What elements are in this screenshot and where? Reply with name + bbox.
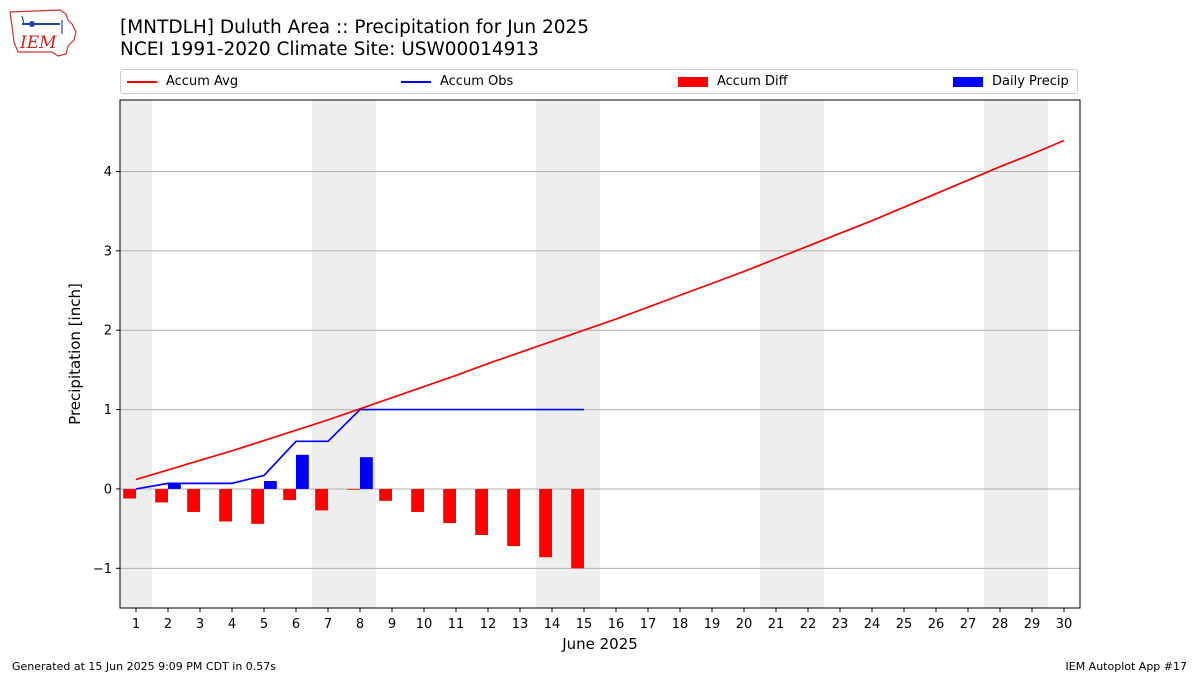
line-accum-avg <box>135 139 1065 481</box>
weekend-band-day-8 <box>344 100 376 608</box>
xtick-label-29: 29 <box>1024 617 1041 632</box>
legend-item-accum-diff: Accum Diff <box>678 70 788 93</box>
legend-swatch-accum-avg <box>127 80 157 83</box>
legend-swatch-accum-obs <box>401 80 431 83</box>
xtick-label-30: 30 <box>1056 617 1073 632</box>
xtick-label-23: 23 <box>832 617 849 632</box>
legend-item-accum-obs: Accum Obs <box>401 70 513 93</box>
footer-generated: Generated at 15 Jun 2025 9:09 PM CDT in … <box>12 660 277 673</box>
legend-item-accum-avg: Accum Avg <box>127 70 238 93</box>
xtick-label-21: 21 <box>768 617 785 632</box>
xtick-label-28: 28 <box>992 617 1009 632</box>
weekend-band-day-22 <box>792 100 824 608</box>
xtick-label-12: 12 <box>480 617 497 632</box>
bar-accum-diff-day-1 <box>123 488 136 499</box>
xtick-label-18: 18 <box>672 617 689 632</box>
legend-label-accum-obs: Accum Obs <box>440 74 514 89</box>
xtick-label-19: 19 <box>704 617 721 632</box>
y-axis-label: Precipitation [inch] <box>66 283 84 425</box>
bar-accum-diff-day-10 <box>411 488 424 512</box>
xtick-label-3: 3 <box>196 617 204 632</box>
ytick-label-4: 4 <box>104 165 112 180</box>
x-axis-label: June 2025 <box>561 635 638 653</box>
ytick-label-1: 1 <box>104 403 112 418</box>
ytick-label-3: 3 <box>104 244 112 259</box>
bar-accum-diff-day-8 <box>347 488 360 490</box>
bar-daily-precip-day-8 <box>360 457 373 489</box>
legend-label-accum-avg: Accum Avg <box>166 74 239 89</box>
weekend-band-day-1 <box>120 100 152 608</box>
xtick-label-26: 26 <box>928 617 945 632</box>
bar-accum-diff-day-4 <box>219 488 232 522</box>
xtick-label-9: 9 <box>388 617 396 632</box>
plot-frame <box>119 99 1081 609</box>
ytick-label-2: 2 <box>104 324 112 339</box>
bar-daily-precip-day-5 <box>264 481 277 489</box>
xtick-label-22: 22 <box>800 617 817 632</box>
weekend-band-day-28 <box>984 100 1016 608</box>
weekend-band-day-29 <box>1016 100 1048 608</box>
xtick-label-8: 8 <box>356 617 364 632</box>
xtick-label-6: 6 <box>292 617 300 632</box>
logo-text: IEM <box>19 33 57 53</box>
xtick-label-10: 10 <box>416 617 433 632</box>
bar-accum-diff-day-9 <box>379 488 392 501</box>
xtick-label-17: 17 <box>640 617 657 632</box>
xtick-label-25: 25 <box>896 617 913 632</box>
bar-accum-diff-day-15 <box>571 488 584 569</box>
bar-accum-diff-day-2 <box>155 488 168 503</box>
bar-daily-precip-day-2 <box>168 483 181 489</box>
xtick-label-15: 15 <box>576 617 593 632</box>
xtick-label-27: 27 <box>960 617 977 632</box>
bar-accum-diff-day-3 <box>187 488 200 512</box>
legend-swatch-daily-precip <box>953 76 983 87</box>
weekend-band-day-21 <box>760 100 792 608</box>
xtick-label-11: 11 <box>448 617 465 632</box>
xtick-label-4: 4 <box>228 617 236 632</box>
ytick-label--1: −1 <box>93 562 112 577</box>
footer-app-id: IEM Autoplot App #17 <box>1065 660 1188 673</box>
bar-accum-diff-day-14 <box>539 488 552 558</box>
bar-accum-diff-day-13 <box>507 488 520 547</box>
xtick-label-20: 20 <box>736 617 753 632</box>
xtick-label-16: 16 <box>608 617 625 632</box>
bar-daily-precip-day-6 <box>296 454 309 489</box>
xtick-label-7: 7 <box>324 617 332 632</box>
legend-label-daily-precip: Daily Precip <box>992 74 1069 89</box>
line-accum-obs <box>135 408 584 490</box>
xtick-label-14: 14 <box>544 617 561 632</box>
title-line-2: NCEI 1991-2020 Climate Site: USW00014913 <box>120 39 539 60</box>
xtick-label-13: 13 <box>512 617 529 632</box>
legend-swatch-accum-diff <box>678 76 708 87</box>
bar-accum-diff-day-5 <box>251 488 264 524</box>
title-line-1: [MNTDLH] Duluth Area :: Precipitation fo… <box>120 17 590 38</box>
bar-accum-diff-day-6 <box>283 488 296 501</box>
legend: Accum Avg Accum Obs Accum Diff Daily Pre… <box>120 69 1078 94</box>
legend-label-accum-diff: Accum Diff <box>717 74 788 89</box>
ytick-label-0: 0 <box>104 482 112 497</box>
legend-item-daily-precip: Daily Precip <box>953 70 1069 93</box>
bar-accum-diff-day-11 <box>443 488 456 524</box>
bar-accum-diff-day-7 <box>315 488 328 511</box>
chart-title: [MNTDLH] Duluth Area :: Precipitation fo… <box>120 17 589 61</box>
xtick-label-24: 24 <box>864 617 881 632</box>
iem-logo: IEM <box>9 9 77 57</box>
xtick-label-1: 1 <box>132 617 140 632</box>
xtick-label-5: 5 <box>260 617 268 632</box>
bar-accum-diff-day-12 <box>475 488 488 535</box>
xtick-label-2: 2 <box>164 617 172 632</box>
weekend-band-day-7 <box>312 100 344 608</box>
